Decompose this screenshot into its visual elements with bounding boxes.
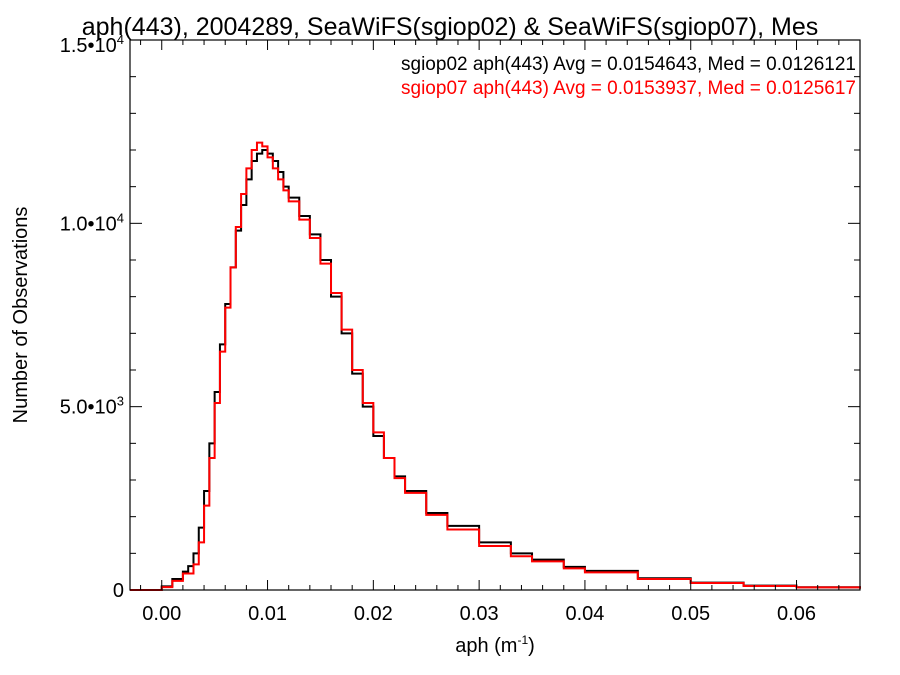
legend-entry-1: sgiop02 aph(443) Avg = 0.0154643, Med = …: [401, 54, 856, 75]
legend: sgiop02 aph(443) Avg = 0.0154643, Med = …: [401, 54, 856, 99]
x-axis-label: aph (m-1): [455, 633, 535, 657]
y-tick-label-base: 1.5•10: [60, 35, 117, 57]
chart-title: aph(443), 2004289, SeaWiFS(sgiop02) & Se…: [82, 13, 818, 41]
x-tick-label: 0.04: [565, 603, 604, 625]
y-tick-label-exponent: 4: [117, 32, 124, 47]
plot-frame: [129, 39, 861, 591]
series-line-1: [130, 149, 861, 591]
x-axis-label-superscript: -1: [517, 633, 528, 647]
x-tick-label: 0.02: [354, 603, 393, 625]
y-tick-label: 1.5•104: [60, 32, 124, 57]
x-axis-label-text: aph (m: [455, 635, 517, 657]
y-tick-label-base: 1.0•10: [60, 213, 117, 235]
x-axis: 0.00 0.01 0.02 0.03 0.04 0.05 0.06: [140, 40, 861, 625]
y-tick-label: 1.0•104: [60, 210, 124, 235]
series-line-2: [130, 141, 861, 591]
x-tick-label: 0.00: [142, 603, 181, 625]
y-axis-label: Number of Observations: [10, 207, 32, 424]
y-tick-label: 5.0•103: [60, 394, 124, 419]
x-axis-label-end: ): [528, 635, 535, 657]
y-tick-label-base: 0: [113, 580, 124, 602]
x-tick-label: 0.01: [248, 603, 287, 625]
x-tick-label: 0.03: [460, 603, 499, 625]
y-tick-label-base: 5.0•10: [60, 397, 117, 419]
y-tick-label: 0: [113, 580, 124, 602]
x-tick-label: 0.05: [671, 603, 710, 625]
y-tick-label-exponent: 4: [117, 210, 124, 225]
series-layer: [130, 141, 861, 591]
x-tick-label: 0.06: [777, 603, 816, 625]
y-tick-label-exponent: 3: [117, 394, 124, 409]
legend-entry-2: sgiop07 aph(443) Avg = 0.0153937, Med = …: [401, 78, 856, 99]
